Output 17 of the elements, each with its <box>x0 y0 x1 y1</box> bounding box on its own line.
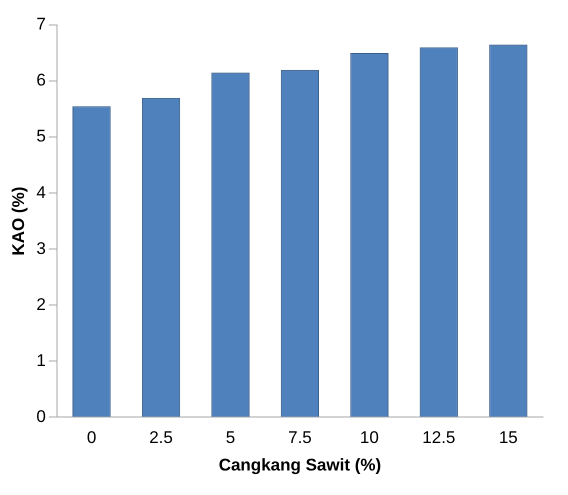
y-axis-title: KAO (%) <box>8 186 28 256</box>
y-tick-label: 5 <box>36 126 46 146</box>
y-tick-label: 2 <box>36 294 46 314</box>
y-tick-label: 0 <box>36 406 46 426</box>
x-tick-label: 7.5 <box>288 428 312 448</box>
x-tick-label: 10 <box>360 428 379 448</box>
x-tick-label: 2.5 <box>149 428 173 448</box>
x-axis-title: Cangkang Sawit (%) <box>218 455 382 474</box>
x-tick-label: 15 <box>498 428 518 448</box>
x-tick-label: 12.5 <box>422 428 456 448</box>
y-tick-label: 1 <box>36 350 46 370</box>
x-tick-label: 0 <box>86 428 96 448</box>
y-tick-label: 7 <box>36 14 46 34</box>
x-tick-label: 5 <box>226 428 236 448</box>
y-tick-label: 4 <box>36 182 46 202</box>
y-tick-label: 3 <box>36 238 46 258</box>
y-tick-label: 6 <box>36 70 46 90</box>
